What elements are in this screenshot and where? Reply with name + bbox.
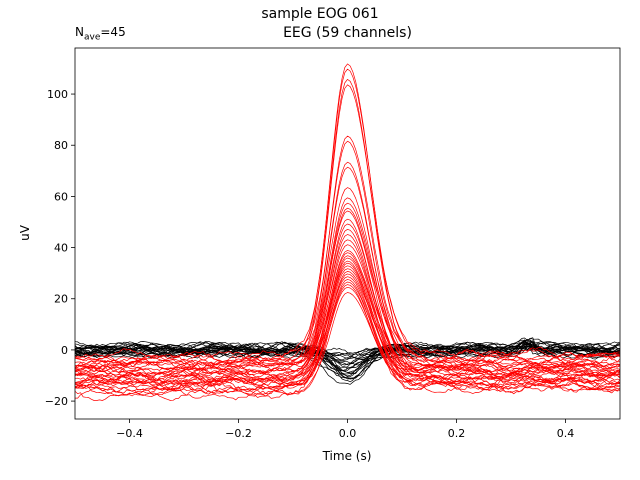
- x-tick-label: −0.2: [225, 427, 252, 440]
- eeg-trace-red: [75, 262, 620, 387]
- eeg-trace-red: [75, 286, 620, 401]
- eeg-trace-red: [75, 252, 620, 384]
- figure-title: sample EOG 061: [261, 6, 379, 22]
- nave-label: Nave=45: [75, 25, 126, 43]
- eeg-trace-red: [75, 79, 620, 367]
- eeg-trace-red: [75, 207, 620, 374]
- y-tick-label: 60: [54, 190, 68, 203]
- eeg-trace-red: [75, 284, 620, 395]
- y-tick-label: 40: [54, 242, 68, 255]
- x-tick-label: 0.0: [339, 427, 357, 440]
- eeg-trace-red: [75, 63, 620, 365]
- eeg-trace-red: [75, 161, 620, 374]
- y-tick-label: 20: [54, 293, 68, 306]
- x-tick-label: 0.4: [557, 427, 575, 440]
- eeg-trace-red: [75, 234, 620, 383]
- eeg-trace-black: [75, 342, 620, 359]
- trace-layer: [75, 63, 620, 401]
- y-tick-label: 80: [54, 139, 68, 152]
- eeg-trace-black: [75, 343, 620, 366]
- eeg-trace-red: [75, 218, 620, 383]
- y-axis-label: uV: [18, 224, 32, 241]
- y-tick-label: 0: [61, 344, 68, 357]
- eeg-trace-black: [75, 346, 620, 380]
- x-axis-label: Time (s): [322, 449, 372, 463]
- y-tick-label: 100: [47, 88, 68, 101]
- eeg-trace-red: [75, 166, 620, 374]
- eeg-trace-red: [75, 279, 620, 398]
- eeg-trace-red: [75, 140, 620, 370]
- eeg-trace-red: [75, 210, 620, 376]
- eeg-trace-red: [75, 265, 620, 389]
- y-tick-label: −20: [45, 395, 68, 408]
- eeg-trace-red: [75, 244, 620, 382]
- eeg-trace-red: [75, 239, 620, 386]
- eeg-trace-red: [75, 292, 620, 401]
- y-axis: −20 0 20 40 60 80 100: [45, 88, 75, 408]
- axes-title: EEG (59 channels): [283, 25, 412, 41]
- x-axis: −0.4 −0.2 0.0 0.2 0.4: [116, 419, 574, 440]
- eeg-trace-red: [75, 228, 620, 382]
- eeg-trace-red: [75, 281, 620, 398]
- x-tick-label: 0.2: [448, 427, 466, 440]
- eeg-trace-red: [75, 223, 620, 379]
- eeg-trace-red: [75, 68, 620, 365]
- eeg-trace-red: [75, 268, 620, 392]
- eeg-trace-black: [75, 339, 620, 369]
- x-tick-label: −0.4: [116, 427, 143, 440]
- eeg-trace-red: [75, 273, 620, 391]
- eeg-trace-red: [75, 197, 620, 372]
- eeg-trace-red: [75, 84, 620, 371]
